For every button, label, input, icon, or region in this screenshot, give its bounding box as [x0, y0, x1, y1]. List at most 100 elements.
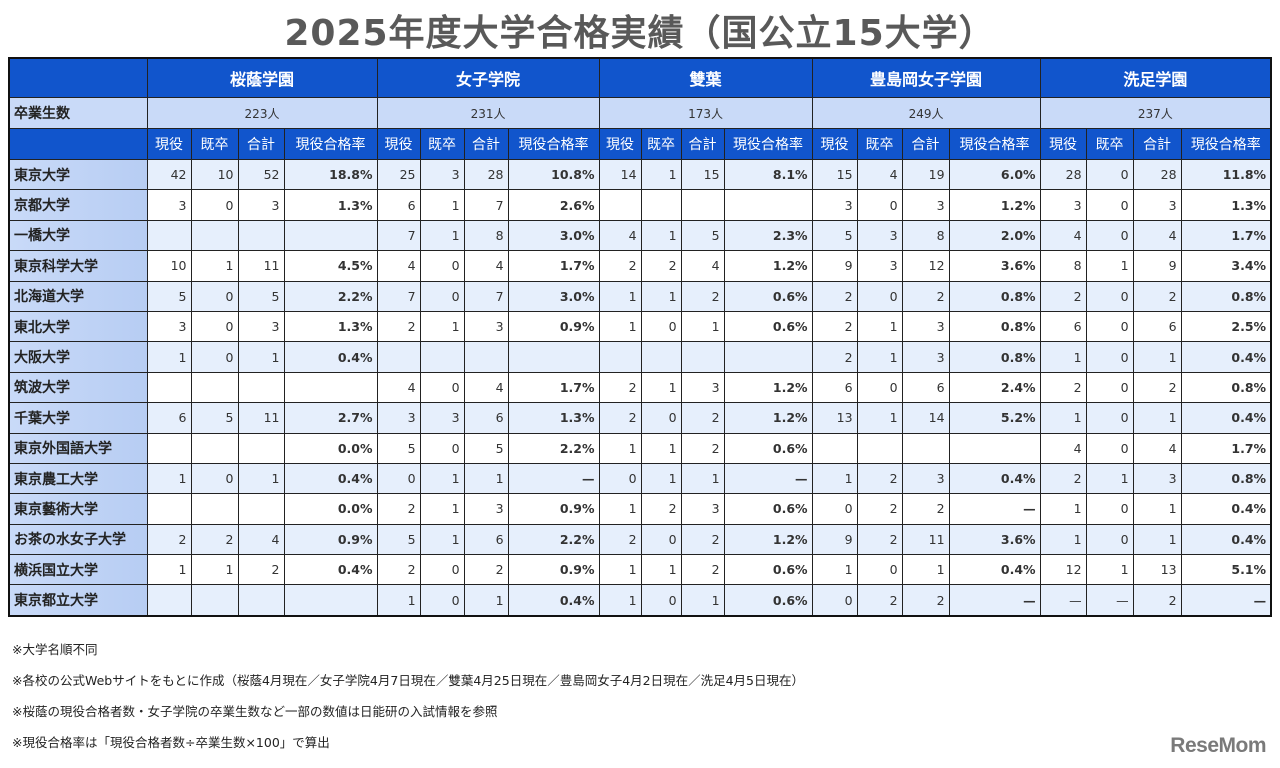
count-cell: 1 [598, 554, 642, 586]
count-cell [419, 341, 465, 373]
pass-rate-cell: 3.6% [948, 250, 1041, 282]
count-cell [640, 341, 682, 373]
table-row: 東北大学 3 0 3 1.3% 2 1 3 0.9% 1 0 1 0.6% 2 1 3 0.8% 6 0 6 2.5% [8, 310, 1272, 343]
pass-rate-cell: 18.8% [283, 158, 378, 191]
count-cell: 1 [419, 219, 465, 252]
count-cell: 0 [640, 402, 682, 434]
count-cell: 1 [1132, 402, 1182, 434]
university-name: 東京外国語大学 [8, 432, 148, 464]
count-cell: 1 [190, 250, 239, 282]
pass-rate-cell: — [948, 584, 1041, 617]
graduates-count: 249人 [811, 97, 1041, 129]
count-cell: 25 [376, 158, 421, 191]
pass-rate-cell: 1.2% [948, 189, 1041, 221]
column-header: 現役 [376, 128, 421, 160]
university-name: 東北大学 [8, 310, 148, 343]
school-name: 豊島岡女子学園 [811, 57, 1041, 98]
pass-rate-cell: 0.4% [283, 554, 378, 586]
count-cell: 3 [419, 158, 465, 191]
count-cell: 2 [856, 493, 903, 525]
pass-rate-cell: 0.9% [507, 310, 600, 343]
count-cell: 2 [376, 310, 421, 343]
count-cell: 1 [1085, 554, 1134, 586]
count-cell: 0 [640, 523, 682, 556]
table-row: 北海道大学 5 0 5 2.2% 7 0 7 3.0% 1 1 2 0.6% 2 0 2 0.8% 2 0 2 0.8% [8, 280, 1272, 312]
pass-rate-cell [283, 584, 378, 617]
pass-rate-cell: 0.9% [507, 554, 600, 586]
table-row: 一橋大学 7 1 8 3.0% 4 1 5 2.3% 5 3 8 2.0% 4 0 4 1.7% [8, 219, 1272, 252]
pass-rate-cell [283, 219, 378, 252]
count-cell: 1 [146, 462, 192, 495]
pass-rate-cell: 3.0% [507, 280, 600, 312]
university-name: 東京農工大学 [8, 462, 148, 495]
count-cell: 6 [463, 402, 509, 434]
count-cell: 1 [463, 584, 509, 617]
count-cell: 3 [237, 189, 285, 221]
column-header: 現役合格率 [723, 128, 813, 160]
university-name: 一橋大学 [8, 219, 148, 252]
pass-rate-cell: 0.9% [283, 523, 378, 556]
count-cell: 2 [680, 554, 725, 586]
count-cell [146, 371, 192, 404]
pass-rate-cell: 4.5% [283, 250, 378, 282]
pass-rate-cell: 1.3% [283, 189, 378, 221]
count-cell: 12 [901, 250, 950, 282]
count-cell: 5 [237, 280, 285, 312]
count-cell: 4 [376, 250, 421, 282]
count-cell: 6 [146, 402, 192, 434]
pass-rate-cell: 2.7% [283, 402, 378, 434]
count-cell: 3 [146, 189, 192, 221]
count-cell: 5 [680, 219, 725, 252]
pass-rate-cell: 0.4% [1180, 341, 1272, 373]
pass-rate-cell: 1.2% [723, 402, 813, 434]
pass-rate-cell: 1.3% [1180, 189, 1272, 221]
count-cell: 1 [680, 462, 725, 495]
column-header: 合計 [680, 128, 725, 160]
count-cell: 2 [376, 554, 421, 586]
count-cell: 7 [376, 280, 421, 312]
count-cell: 2 [856, 584, 903, 617]
count-cell [598, 341, 642, 373]
count-cell: 0 [640, 584, 682, 617]
count-cell: 3 [811, 189, 858, 221]
pass-rate-cell: 2.0% [948, 219, 1041, 252]
count-cell: 0 [190, 189, 239, 221]
count-cell: 10 [146, 250, 192, 282]
count-cell: 1 [640, 462, 682, 495]
count-cell: 0 [811, 493, 858, 525]
count-cell: 0 [190, 280, 239, 312]
count-cell: 2 [901, 280, 950, 312]
count-cell [811, 432, 858, 464]
count-cell: 1 [146, 341, 192, 373]
count-cell: 1 [1039, 341, 1087, 373]
count-cell: 0 [1085, 280, 1134, 312]
pass-rate-cell: 2.3% [723, 219, 813, 252]
count-cell: 10 [190, 158, 239, 191]
note: ※各校の公式Webサイトをもとに作成（桜蔭4月現在／女子学院4月7日現在／雙葉4… [12, 673, 805, 688]
count-cell: 5 [376, 432, 421, 464]
count-cell: 0 [419, 554, 465, 586]
count-cell: 0 [1085, 493, 1134, 525]
graduates-count: 237人 [1039, 97, 1272, 129]
university-name: 東京大学 [8, 158, 148, 191]
pass-rate-cell: — [948, 493, 1041, 525]
pass-rate-cell: 11.8% [1180, 158, 1272, 191]
pass-rate-cell: 0.4% [507, 584, 600, 617]
count-cell: 1 [1039, 493, 1087, 525]
count-cell: 1 [1132, 341, 1182, 373]
pass-rate-cell: 0.0% [283, 493, 378, 525]
count-cell: 1 [640, 280, 682, 312]
count-cell [190, 584, 239, 617]
pass-rate-cell: 0.6% [723, 554, 813, 586]
pass-rate-cell: 2.2% [283, 280, 378, 312]
count-cell: 2 [811, 280, 858, 312]
count-cell: 28 [1132, 158, 1182, 191]
count-cell: 8 [901, 219, 950, 252]
count-cell: 19 [901, 158, 950, 191]
count-cell: 0 [1085, 310, 1134, 343]
column-header: 現役 [811, 128, 858, 160]
column-header: 合計 [463, 128, 509, 160]
pass-rate-cell: 0.6% [723, 310, 813, 343]
pass-rate-cell: 1.7% [507, 250, 600, 282]
university-name: お茶の水女子大学 [8, 523, 148, 556]
